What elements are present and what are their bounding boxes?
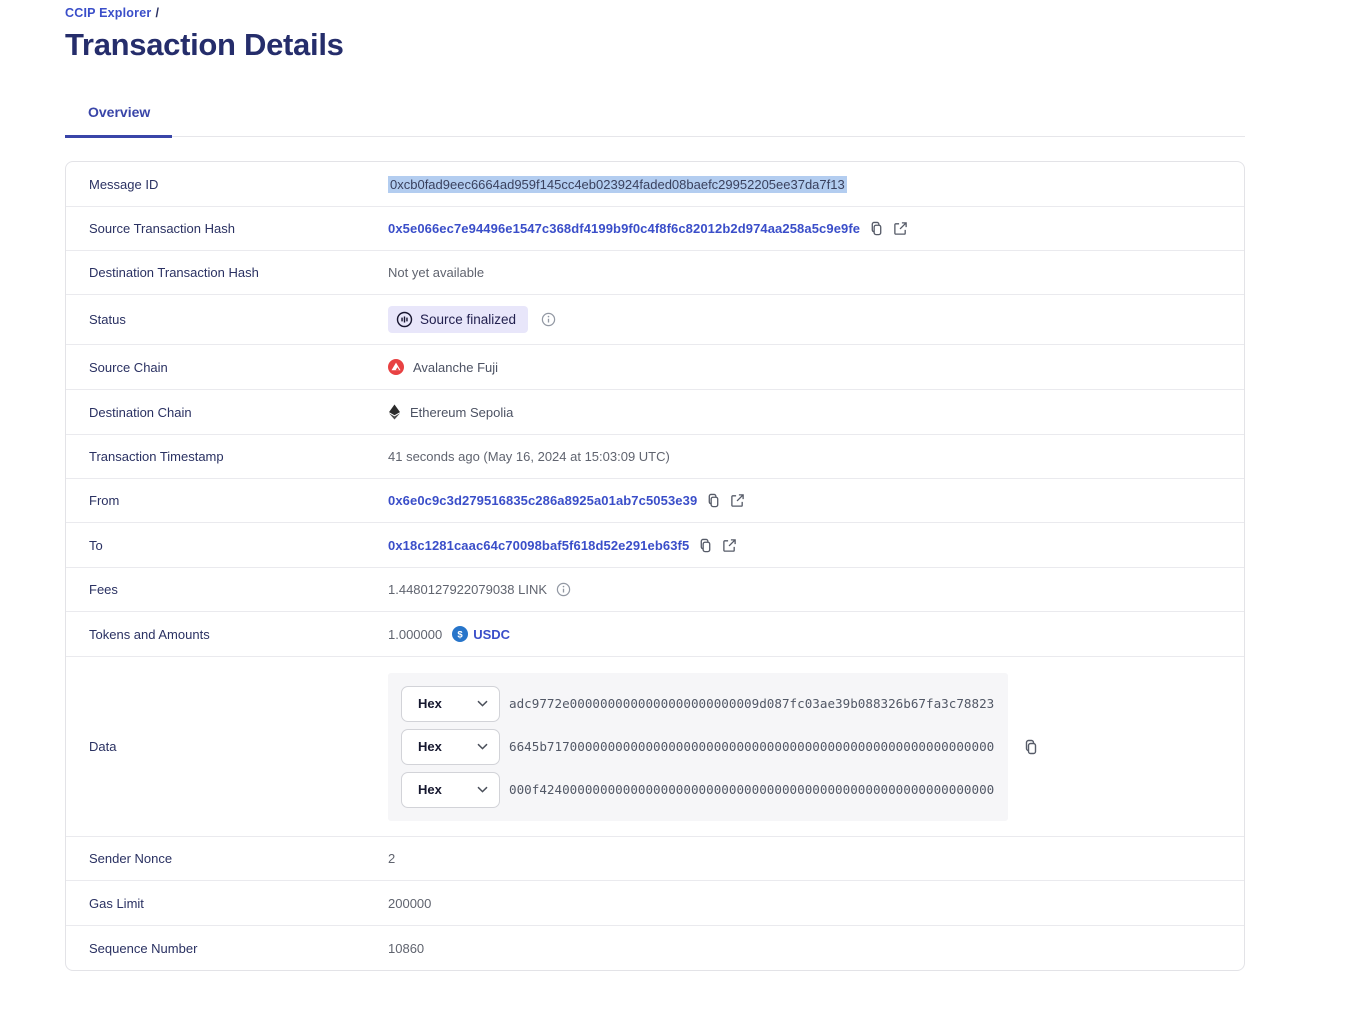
- external-link-icon[interactable]: [722, 538, 737, 553]
- row-dest-chain: Destination Chain Ethereum Sepolia: [66, 389, 1244, 434]
- status-info-icon[interactable]: [541, 312, 556, 327]
- breadcrumb-link-ccip-explorer[interactable]: CCIP Explorer: [65, 6, 152, 20]
- usdc-icon: $: [452, 626, 469, 642]
- copy-data-icon[interactable]: [1023, 739, 1039, 755]
- source-finalized-icon: [396, 311, 413, 328]
- source-chain-name: Avalanche Fuji: [413, 359, 499, 375]
- row-data: Data Hex adc9772e00000000000000000000000…: [66, 656, 1244, 836]
- row-source-chain: Source Chain Avalanche Fuji: [66, 344, 1244, 389]
- tab-bar: Overview: [65, 104, 1245, 138]
- token-amount: 1.000000: [388, 626, 443, 642]
- hex-format-select[interactable]: Hex: [401, 771, 500, 808]
- row-label: To: [89, 537, 103, 553]
- row-label: Tokens and Amounts: [89, 626, 210, 642]
- chevron-down-icon: [477, 786, 488, 793]
- breadcrumb: CCIP Explorer /: [65, 6, 1245, 20]
- fees-value: 1.4480127922079038 LINK: [388, 582, 548, 597]
- data-line: Hex 6645b7170000000000000000000000000000…: [401, 728, 995, 765]
- ethereum-icon: [388, 404, 401, 420]
- data-hex-line: 6645b71700000000000000000000000000000000…: [509, 739, 995, 754]
- row-label: Message ID: [89, 176, 159, 192]
- row-label: From: [89, 493, 120, 508]
- row-sender-nonce: Sender Nonce 2: [66, 836, 1244, 880]
- row-label: Transaction Timestamp: [89, 449, 224, 464]
- data-hex-line: adc9772e0000000000000000000000009d087fc0…: [509, 696, 995, 711]
- row-label: Sequence Number: [89, 940, 198, 956]
- status-badge: Source finalized: [388, 306, 529, 333]
- chevron-down-icon: [477, 700, 488, 707]
- hex-format-select[interactable]: Hex: [401, 728, 500, 765]
- hex-format-label: Hex: [418, 739, 442, 754]
- external-link-icon[interactable]: [730, 493, 745, 508]
- data-line: Hex 000f42400000000000000000000000000000…: [401, 771, 995, 808]
- chevron-down-icon: [477, 743, 488, 750]
- data-hex-box: Hex adc9772e0000000000000000000000009d08…: [388, 672, 1008, 821]
- row-label: Data: [89, 739, 117, 754]
- external-link-icon[interactable]: [893, 221, 908, 236]
- token-symbol: USDC: [473, 626, 511, 642]
- avalanche-icon: [388, 359, 404, 375]
- source-tx-hash-link[interactable]: 0x5e066ec7e94496e1547c368df4199b9f0c4f8f…: [388, 221, 861, 236]
- row-label: Source Transaction Hash: [89, 221, 235, 236]
- row-label: Fees: [89, 582, 118, 597]
- row-sequence-number: Sequence Number 10860: [66, 925, 1244, 970]
- page-title: Transaction Details: [65, 27, 344, 62]
- row-label: Destination Transaction Hash: [89, 265, 259, 280]
- row-status: Status Source finalized: [66, 294, 1244, 344]
- row-label: Source Chain: [89, 359, 168, 375]
- row-source-tx-hash: Source Transaction Hash 0x5e066ec7e94496…: [66, 206, 1244, 250]
- row-from: From 0x6e0c9c3d279516835c286a8925a01ab7c…: [66, 478, 1244, 522]
- row-timestamp: Transaction Timestamp 41 seconds ago (Ma…: [66, 434, 1244, 478]
- copy-icon[interactable]: [698, 538, 713, 553]
- row-fees: Fees 1.4480127922079038 LINK: [66, 567, 1244, 611]
- row-message-id: Message ID 0xcb0fad9eec6664ad959f145cc4e…: [66, 162, 1244, 206]
- fees-info-icon[interactable]: [556, 582, 571, 597]
- hex-format-label: Hex: [418, 696, 442, 711]
- to-address-link[interactable]: 0x18c1281caac64c70098baf5f618d52e291eb63…: [388, 537, 690, 553]
- row-label: Status: [89, 312, 126, 327]
- status-badge-label: Source finalized: [420, 312, 517, 327]
- row-label: Destination Chain: [89, 404, 192, 420]
- row-tokens-and-amounts: Tokens and Amounts 1.000000 $ USDC: [66, 611, 1244, 656]
- hex-format-label: Hex: [418, 782, 442, 797]
- from-address-link[interactable]: 0x6e0c9c3d279516835c286a8925a01ab7c5053e…: [388, 493, 698, 508]
- tab-overview[interactable]: Overview: [65, 104, 173, 138]
- sender-nonce-value: 2: [388, 851, 396, 866]
- row-to: To 0x18c1281caac64c70098baf5f618d52e291e…: [66, 522, 1244, 567]
- transaction-details-card: Message ID 0xcb0fad9eec6664ad959f145cc4e…: [65, 161, 1245, 971]
- timestamp-value: 41 seconds ago (May 16, 2024 at 15:03:09…: [388, 449, 670, 464]
- dest-tx-hash-value: Not yet available: [388, 265, 485, 280]
- copy-icon[interactable]: [869, 221, 884, 236]
- breadcrumb-separator: /: [155, 6, 160, 20]
- token-link-usdc[interactable]: $ USDC: [452, 626, 510, 642]
- message-id-value[interactable]: 0xcb0fad9eec6664ad959f145cc4eb023924fade…: [388, 175, 847, 193]
- row-dest-tx-hash: Destination Transaction Hash Not yet ava…: [66, 250, 1244, 294]
- svg-text:$: $: [458, 629, 464, 640]
- row-label: Gas Limit: [89, 895, 144, 911]
- hex-format-select[interactable]: Hex: [401, 685, 500, 722]
- sequence-number-value: 10860: [388, 940, 425, 956]
- gas-limit-value: 200000: [388, 895, 432, 911]
- data-hex-line: 000f424000000000000000000000000000000000…: [509, 782, 995, 797]
- transaction-details-page: CCIP Explorer / Transaction Details Overv…: [65, 6, 1245, 971]
- row-label: Sender Nonce: [89, 851, 173, 866]
- copy-icon[interactable]: [706, 493, 721, 508]
- dest-chain-name: Ethereum Sepolia: [410, 404, 514, 420]
- row-gas-limit: Gas Limit 200000: [66, 880, 1244, 925]
- data-line: Hex adc9772e0000000000000000000000009d08…: [401, 685, 995, 722]
